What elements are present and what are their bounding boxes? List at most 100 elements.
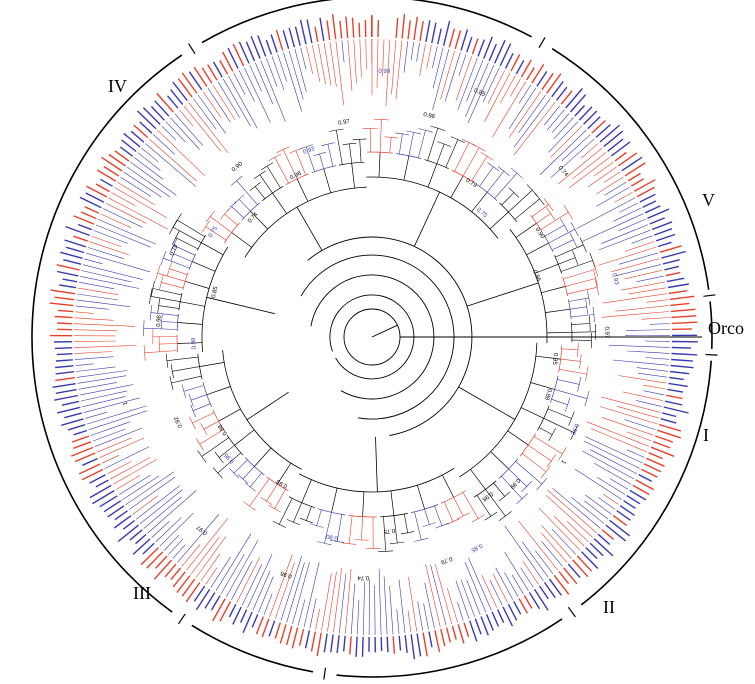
leaf-branch <box>487 70 505 104</box>
internal-branch <box>349 143 352 164</box>
backbone-branch <box>206 296 275 315</box>
outer-ring-arc <box>580 360 712 606</box>
tip-label <box>65 225 90 237</box>
internal-branch <box>161 321 178 323</box>
leaf-branch <box>195 536 227 578</box>
leaf-branch <box>90 421 131 436</box>
tip-label <box>483 36 493 59</box>
tip-label <box>310 631 316 652</box>
tip-label <box>67 424 86 431</box>
tip-label <box>520 59 532 78</box>
tip-label <box>164 563 177 578</box>
tip-label <box>185 582 201 603</box>
tip-label <box>463 622 470 638</box>
leaf-branch <box>541 541 563 567</box>
tip-label <box>642 200 657 209</box>
terminal-arc <box>568 411 575 426</box>
tip-label <box>647 208 670 219</box>
leaf-branch <box>403 41 409 73</box>
internal-branch <box>404 514 408 533</box>
tip-label <box>212 61 223 78</box>
tip-label <box>607 138 624 152</box>
internal-branch <box>218 408 241 422</box>
tip-label <box>578 106 593 121</box>
leaf-branch <box>584 494 612 515</box>
tip-label <box>227 47 239 69</box>
tip-label <box>551 80 564 98</box>
subclade-arc <box>241 202 261 221</box>
internal-branch <box>233 459 248 474</box>
internal-branch <box>403 155 410 181</box>
internal-branch <box>158 305 180 309</box>
tip-label <box>172 81 188 102</box>
tip-label <box>55 365 74 369</box>
internal-branch <box>444 501 454 522</box>
tip-label <box>629 489 647 501</box>
internal-branch <box>561 348 579 351</box>
leaf-branch <box>635 400 662 407</box>
outer-ring-arc <box>31 54 183 613</box>
tip-label <box>667 388 684 393</box>
leaf-branch <box>646 299 668 303</box>
internal-branch <box>424 509 430 525</box>
internal-branch <box>282 149 298 179</box>
terminal-arc <box>577 342 579 358</box>
terminal-arc <box>585 299 588 315</box>
subclade-arc <box>519 433 537 457</box>
leaf-branch <box>170 117 200 150</box>
tip-label <box>146 551 164 569</box>
terminal-arc <box>546 454 556 468</box>
tip-label <box>188 71 203 91</box>
terminal-arc <box>212 467 223 479</box>
tip-label <box>553 574 570 595</box>
tip-label <box>122 519 136 530</box>
tip-label <box>71 435 90 443</box>
support-value: 0.96 <box>289 170 303 181</box>
tip-label <box>652 440 671 449</box>
tip-label <box>56 353 73 356</box>
leaf-branch <box>309 598 317 629</box>
tip-label <box>670 364 694 369</box>
tip-label <box>632 484 650 496</box>
clade-boundary-tick <box>567 606 576 618</box>
tip-label <box>536 71 548 87</box>
support-value: 0.74 <box>247 211 260 224</box>
leaf-branch <box>161 125 177 141</box>
internal-branch <box>559 369 587 375</box>
leaf-branch <box>550 138 595 178</box>
subclade-arc <box>440 490 467 504</box>
leaf-branch <box>593 161 614 177</box>
leaf-branch <box>74 351 113 354</box>
tip-label <box>70 446 94 457</box>
leaf-branch <box>359 39 362 78</box>
leaf-branch <box>597 476 626 495</box>
internal-branch <box>554 389 588 399</box>
internal-branch <box>224 213 238 226</box>
tip-label <box>73 441 92 449</box>
tip-label <box>101 156 123 172</box>
terminal-arc <box>173 213 182 228</box>
tip-label <box>73 215 95 225</box>
leaf-branch <box>93 230 128 244</box>
support-value: 0.99 <box>191 337 198 350</box>
tip-label <box>644 205 661 214</box>
tip-label <box>60 251 83 259</box>
leaf-branch <box>327 571 337 632</box>
terminal-arc <box>511 167 523 179</box>
tip-label <box>257 35 267 57</box>
leaf-branch <box>408 577 418 632</box>
terminal-arc <box>189 416 196 430</box>
internal-branch <box>144 350 178 354</box>
tip-label <box>117 524 139 543</box>
terminal-arc <box>587 290 591 306</box>
internal-branch <box>143 327 178 330</box>
tip-label <box>491 611 500 627</box>
leaf-branch <box>636 275 664 283</box>
tip-label <box>279 624 287 644</box>
tip-label <box>99 495 118 508</box>
leaf-branch <box>643 384 666 390</box>
leaf-branch <box>609 478 629 490</box>
tip-label <box>63 259 82 265</box>
tip-label <box>572 559 589 578</box>
terminal-arc <box>498 491 511 502</box>
